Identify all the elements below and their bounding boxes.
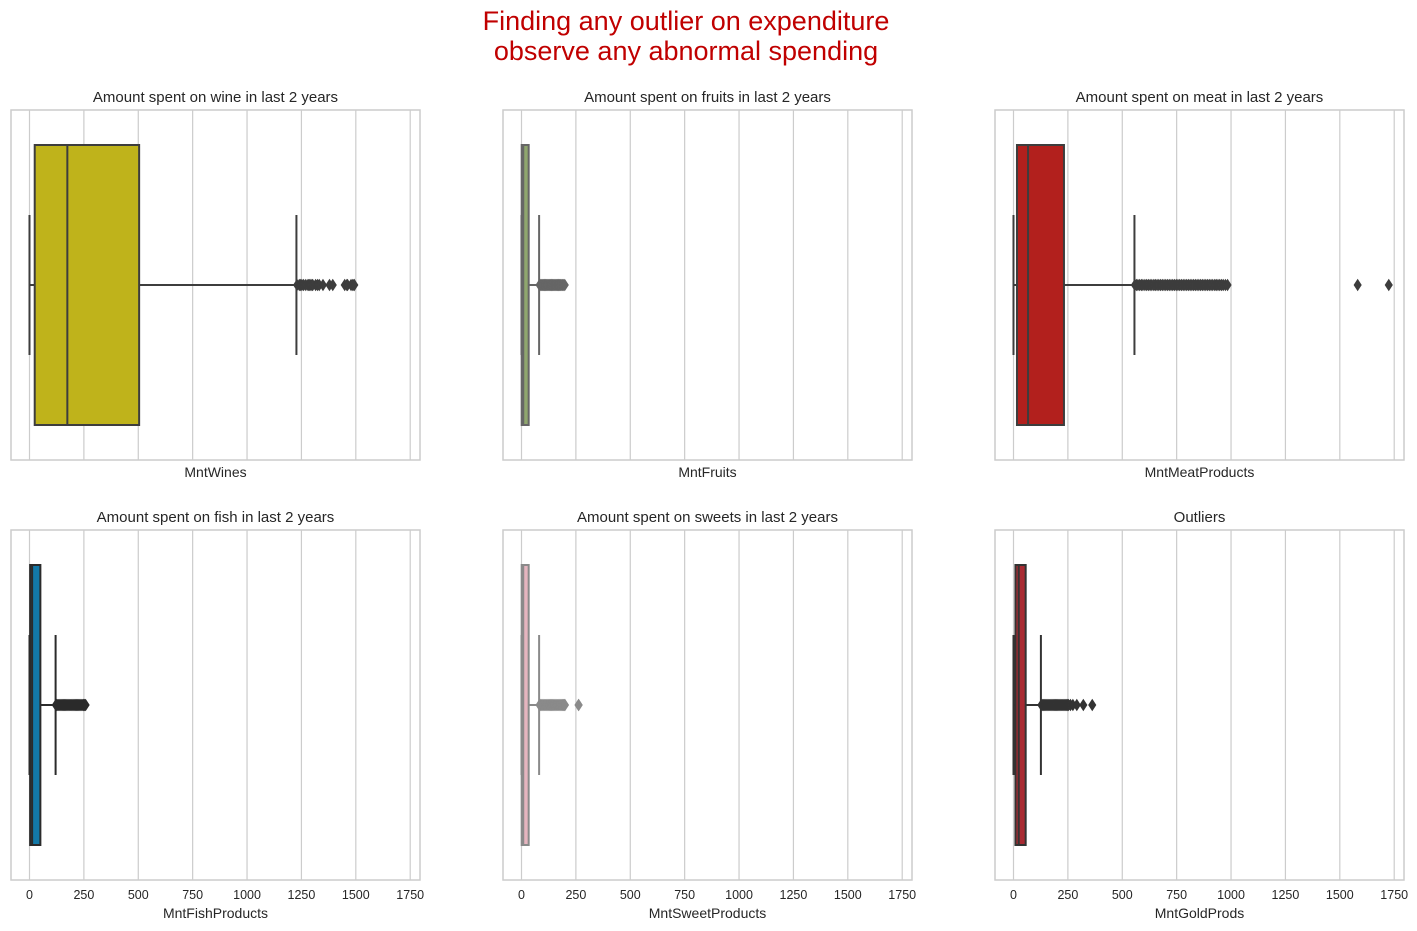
- x-tick-label: 0: [518, 888, 525, 902]
- subplot-1: Amount spent on fruits in last 2 years Mn…: [502, 89, 913, 480]
- subplot-title: Amount spent on sweets in last 2 years: [577, 509, 838, 526]
- x-tick-label: 750: [674, 888, 695, 902]
- axes-frame: [502, 109, 913, 461]
- x-tick-label: 1500: [342, 888, 370, 902]
- subplot-4: 0 250 500 750 1000 1250 1500 1750 Amount spent o…: [502, 509, 916, 921]
- iqr-box: [1015, 144, 1065, 426]
- axes-frame: [994, 109, 1405, 461]
- outlier-point: [1088, 698, 1097, 712]
- subplot-2: Amount spent on meat in last 2 years MntM…: [994, 89, 1405, 480]
- x-tick-label: 1750: [396, 888, 424, 902]
- subplot-3: 0 250 500 750 1000 1250 1500 1750 Amount spent o…: [10, 509, 424, 921]
- x-tick-label: 1000: [725, 888, 753, 902]
- x-tick-label: 1000: [1217, 888, 1245, 902]
- x-tick-label: 1250: [288, 888, 316, 902]
- outlier-point: [574, 698, 583, 712]
- axes-frame: [502, 529, 913, 881]
- figure-title-line-1: Finding any outlier on expenditure: [483, 6, 890, 36]
- x-tick-label: 500: [128, 888, 149, 902]
- x-tick-label: 500: [620, 888, 641, 902]
- x-axis-label: MntFishProducts: [163, 905, 268, 921]
- subplot-0: Amount spent on wine in last 2 years MntW…: [10, 89, 421, 480]
- outlier-point: [318, 278, 328, 292]
- iqr-box: [33, 144, 141, 426]
- x-tick-label: 1750: [888, 888, 916, 902]
- x-axis-label: MntGoldProds: [1155, 905, 1244, 921]
- x-tick-label: 1750: [1380, 888, 1408, 902]
- axes-frame: [994, 529, 1405, 881]
- iqr-box: [29, 564, 42, 846]
- x-tick-label: 250: [565, 888, 586, 902]
- x-tick-label: 250: [73, 888, 94, 902]
- outlier-point: [81, 698, 90, 712]
- x-axis-label: MntWines: [184, 464, 246, 480]
- x-tick-label: 0: [1010, 888, 1017, 902]
- outlier-point: [1384, 278, 1393, 292]
- subplot-title: Amount spent on fruits in last 2 years: [584, 89, 831, 106]
- x-tick-label: 750: [182, 888, 203, 902]
- x-tick-label: 250: [1057, 888, 1078, 902]
- outlier-point: [1353, 278, 1362, 292]
- subplot-grid: Amount spent on wine in last 2 years MntW…: [10, 89, 1408, 921]
- outlier-point: [328, 278, 337, 292]
- subplot-title: Outliers: [1174, 509, 1226, 526]
- x-axis-label: MntFruits: [678, 464, 736, 480]
- x-tick-label: 1250: [1272, 888, 1300, 902]
- subplot-5: 0 250 500 750 1000 1250 1500 1750 Outliers MntGol…: [994, 509, 1408, 921]
- x-tick-label: 0: [26, 888, 33, 902]
- iqr-box: [1014, 564, 1027, 846]
- outlier-point: [560, 698, 570, 712]
- subplot-title: Amount spent on fish in last 2 years: [97, 509, 335, 526]
- x-tick-label: 1250: [780, 888, 808, 902]
- x-tick-label: 750: [1166, 888, 1187, 902]
- x-tick-label: 1500: [834, 888, 862, 902]
- axes-frame: [10, 109, 421, 461]
- iqr-box: [520, 144, 530, 426]
- x-tick-label: 1500: [1326, 888, 1354, 902]
- outlier-point: [350, 278, 359, 292]
- x-axis-label: MntMeatProducts: [1145, 464, 1255, 480]
- outlier-point: [1079, 698, 1088, 712]
- outlier-point: [1223, 278, 1232, 292]
- subplot-title: Amount spent on wine in last 2 years: [93, 89, 338, 106]
- iqr-box: [520, 564, 530, 846]
- outlier-point: [560, 278, 569, 292]
- x-tick-label: 500: [1112, 888, 1133, 902]
- x-axis-label: MntSweetProducts: [649, 905, 767, 921]
- figure-title-line-2: observe any abnormal spending: [494, 36, 878, 66]
- x-tick-label: 1000: [233, 888, 261, 902]
- axes-frame: [10, 529, 421, 881]
- outlier-point: [1072, 698, 1081, 712]
- subplot-title: Amount spent on meat in last 2 years: [1076, 89, 1324, 106]
